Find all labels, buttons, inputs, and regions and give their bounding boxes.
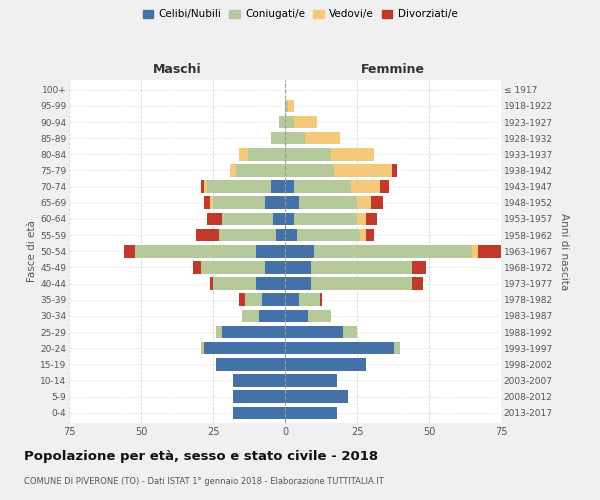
Bar bbox=[205, 180, 207, 193]
Bar bbox=[285, 196, 299, 209]
Y-axis label: Anni di nascita: Anni di nascita bbox=[559, 212, 569, 290]
Bar bbox=[357, 196, 371, 209]
Bar bbox=[365, 212, 377, 225]
Legend: Celibi/Nubili, Coniugati/e, Vedovi/e, Divorziati/e: Celibi/Nubili, Coniugati/e, Vedovi/e, Di… bbox=[139, 5, 461, 24]
Text: COMUNE DI PIVERONE (TO) - Dati ISTAT 1° gennaio 2018 - Elaborazione TUTTITALIA.I: COMUNE DI PIVERONE (TO) - Dati ISTAT 1° … bbox=[24, 478, 384, 486]
Bar bbox=[308, 310, 331, 322]
Bar bbox=[277, 229, 285, 241]
Bar bbox=[221, 326, 285, 338]
Bar bbox=[285, 132, 305, 144]
Bar bbox=[239, 148, 248, 160]
Bar bbox=[233, 390, 285, 403]
Bar bbox=[285, 390, 349, 403]
Bar bbox=[305, 132, 340, 144]
Bar bbox=[285, 148, 331, 160]
Bar bbox=[239, 294, 245, 306]
Bar bbox=[293, 180, 351, 193]
Bar bbox=[472, 245, 478, 258]
Bar bbox=[285, 310, 308, 322]
Bar bbox=[331, 148, 374, 160]
Bar bbox=[394, 342, 400, 354]
Bar bbox=[271, 132, 285, 144]
Text: Popolazione per età, sesso e stato civile - 2018: Popolazione per età, sesso e stato civil… bbox=[24, 450, 378, 463]
Bar bbox=[392, 164, 397, 177]
Bar bbox=[216, 358, 285, 370]
Bar bbox=[299, 196, 357, 209]
Bar bbox=[285, 245, 314, 258]
Bar bbox=[320, 294, 322, 306]
Bar bbox=[279, 116, 285, 128]
Bar bbox=[412, 278, 423, 290]
Bar bbox=[293, 212, 357, 225]
Bar bbox=[293, 116, 317, 128]
Bar bbox=[288, 100, 293, 112]
Text: Maschi: Maschi bbox=[152, 63, 202, 76]
Bar bbox=[343, 326, 357, 338]
Bar bbox=[274, 212, 285, 225]
Bar bbox=[202, 342, 205, 354]
Bar bbox=[285, 261, 311, 274]
Bar bbox=[285, 374, 337, 387]
Bar bbox=[259, 310, 285, 322]
Bar bbox=[245, 294, 262, 306]
Bar bbox=[478, 245, 501, 258]
Bar bbox=[285, 342, 394, 354]
Bar bbox=[265, 261, 285, 274]
Bar bbox=[248, 148, 285, 160]
Bar bbox=[205, 342, 285, 354]
Bar bbox=[256, 278, 285, 290]
Bar bbox=[360, 229, 365, 241]
Bar bbox=[285, 100, 288, 112]
Text: Femmine: Femmine bbox=[361, 63, 425, 76]
Bar bbox=[285, 116, 293, 128]
Bar bbox=[207, 180, 271, 193]
Bar bbox=[285, 294, 299, 306]
Bar bbox=[357, 212, 365, 225]
Bar bbox=[135, 245, 256, 258]
Bar bbox=[202, 180, 205, 193]
Bar bbox=[371, 196, 383, 209]
Bar bbox=[271, 180, 285, 193]
Bar bbox=[205, 196, 210, 209]
Bar bbox=[265, 196, 285, 209]
Bar bbox=[299, 294, 320, 306]
Bar bbox=[124, 245, 135, 258]
Bar bbox=[202, 261, 265, 274]
Bar bbox=[236, 164, 285, 177]
Bar bbox=[285, 326, 343, 338]
Bar bbox=[296, 229, 360, 241]
Bar bbox=[285, 164, 334, 177]
Bar bbox=[219, 229, 277, 241]
Bar bbox=[221, 212, 274, 225]
Bar bbox=[233, 374, 285, 387]
Bar bbox=[365, 229, 374, 241]
Bar bbox=[311, 278, 412, 290]
Bar bbox=[285, 406, 337, 419]
Bar bbox=[193, 261, 202, 274]
Bar bbox=[216, 326, 221, 338]
Bar bbox=[210, 196, 213, 209]
Bar bbox=[285, 212, 293, 225]
Bar bbox=[412, 261, 426, 274]
Bar bbox=[334, 164, 392, 177]
Bar bbox=[311, 261, 412, 274]
Bar bbox=[196, 229, 219, 241]
Bar bbox=[210, 278, 213, 290]
Bar bbox=[285, 278, 311, 290]
Bar bbox=[242, 310, 259, 322]
Bar bbox=[230, 164, 236, 177]
Y-axis label: Fasce di età: Fasce di età bbox=[27, 220, 37, 282]
Bar bbox=[233, 406, 285, 419]
Bar bbox=[380, 180, 389, 193]
Bar bbox=[213, 196, 265, 209]
Bar bbox=[207, 212, 221, 225]
Bar bbox=[256, 245, 285, 258]
Bar bbox=[314, 245, 472, 258]
Bar bbox=[285, 229, 296, 241]
Bar bbox=[351, 180, 380, 193]
Bar bbox=[262, 294, 285, 306]
Bar bbox=[213, 278, 256, 290]
Bar bbox=[285, 180, 293, 193]
Bar bbox=[285, 358, 365, 370]
